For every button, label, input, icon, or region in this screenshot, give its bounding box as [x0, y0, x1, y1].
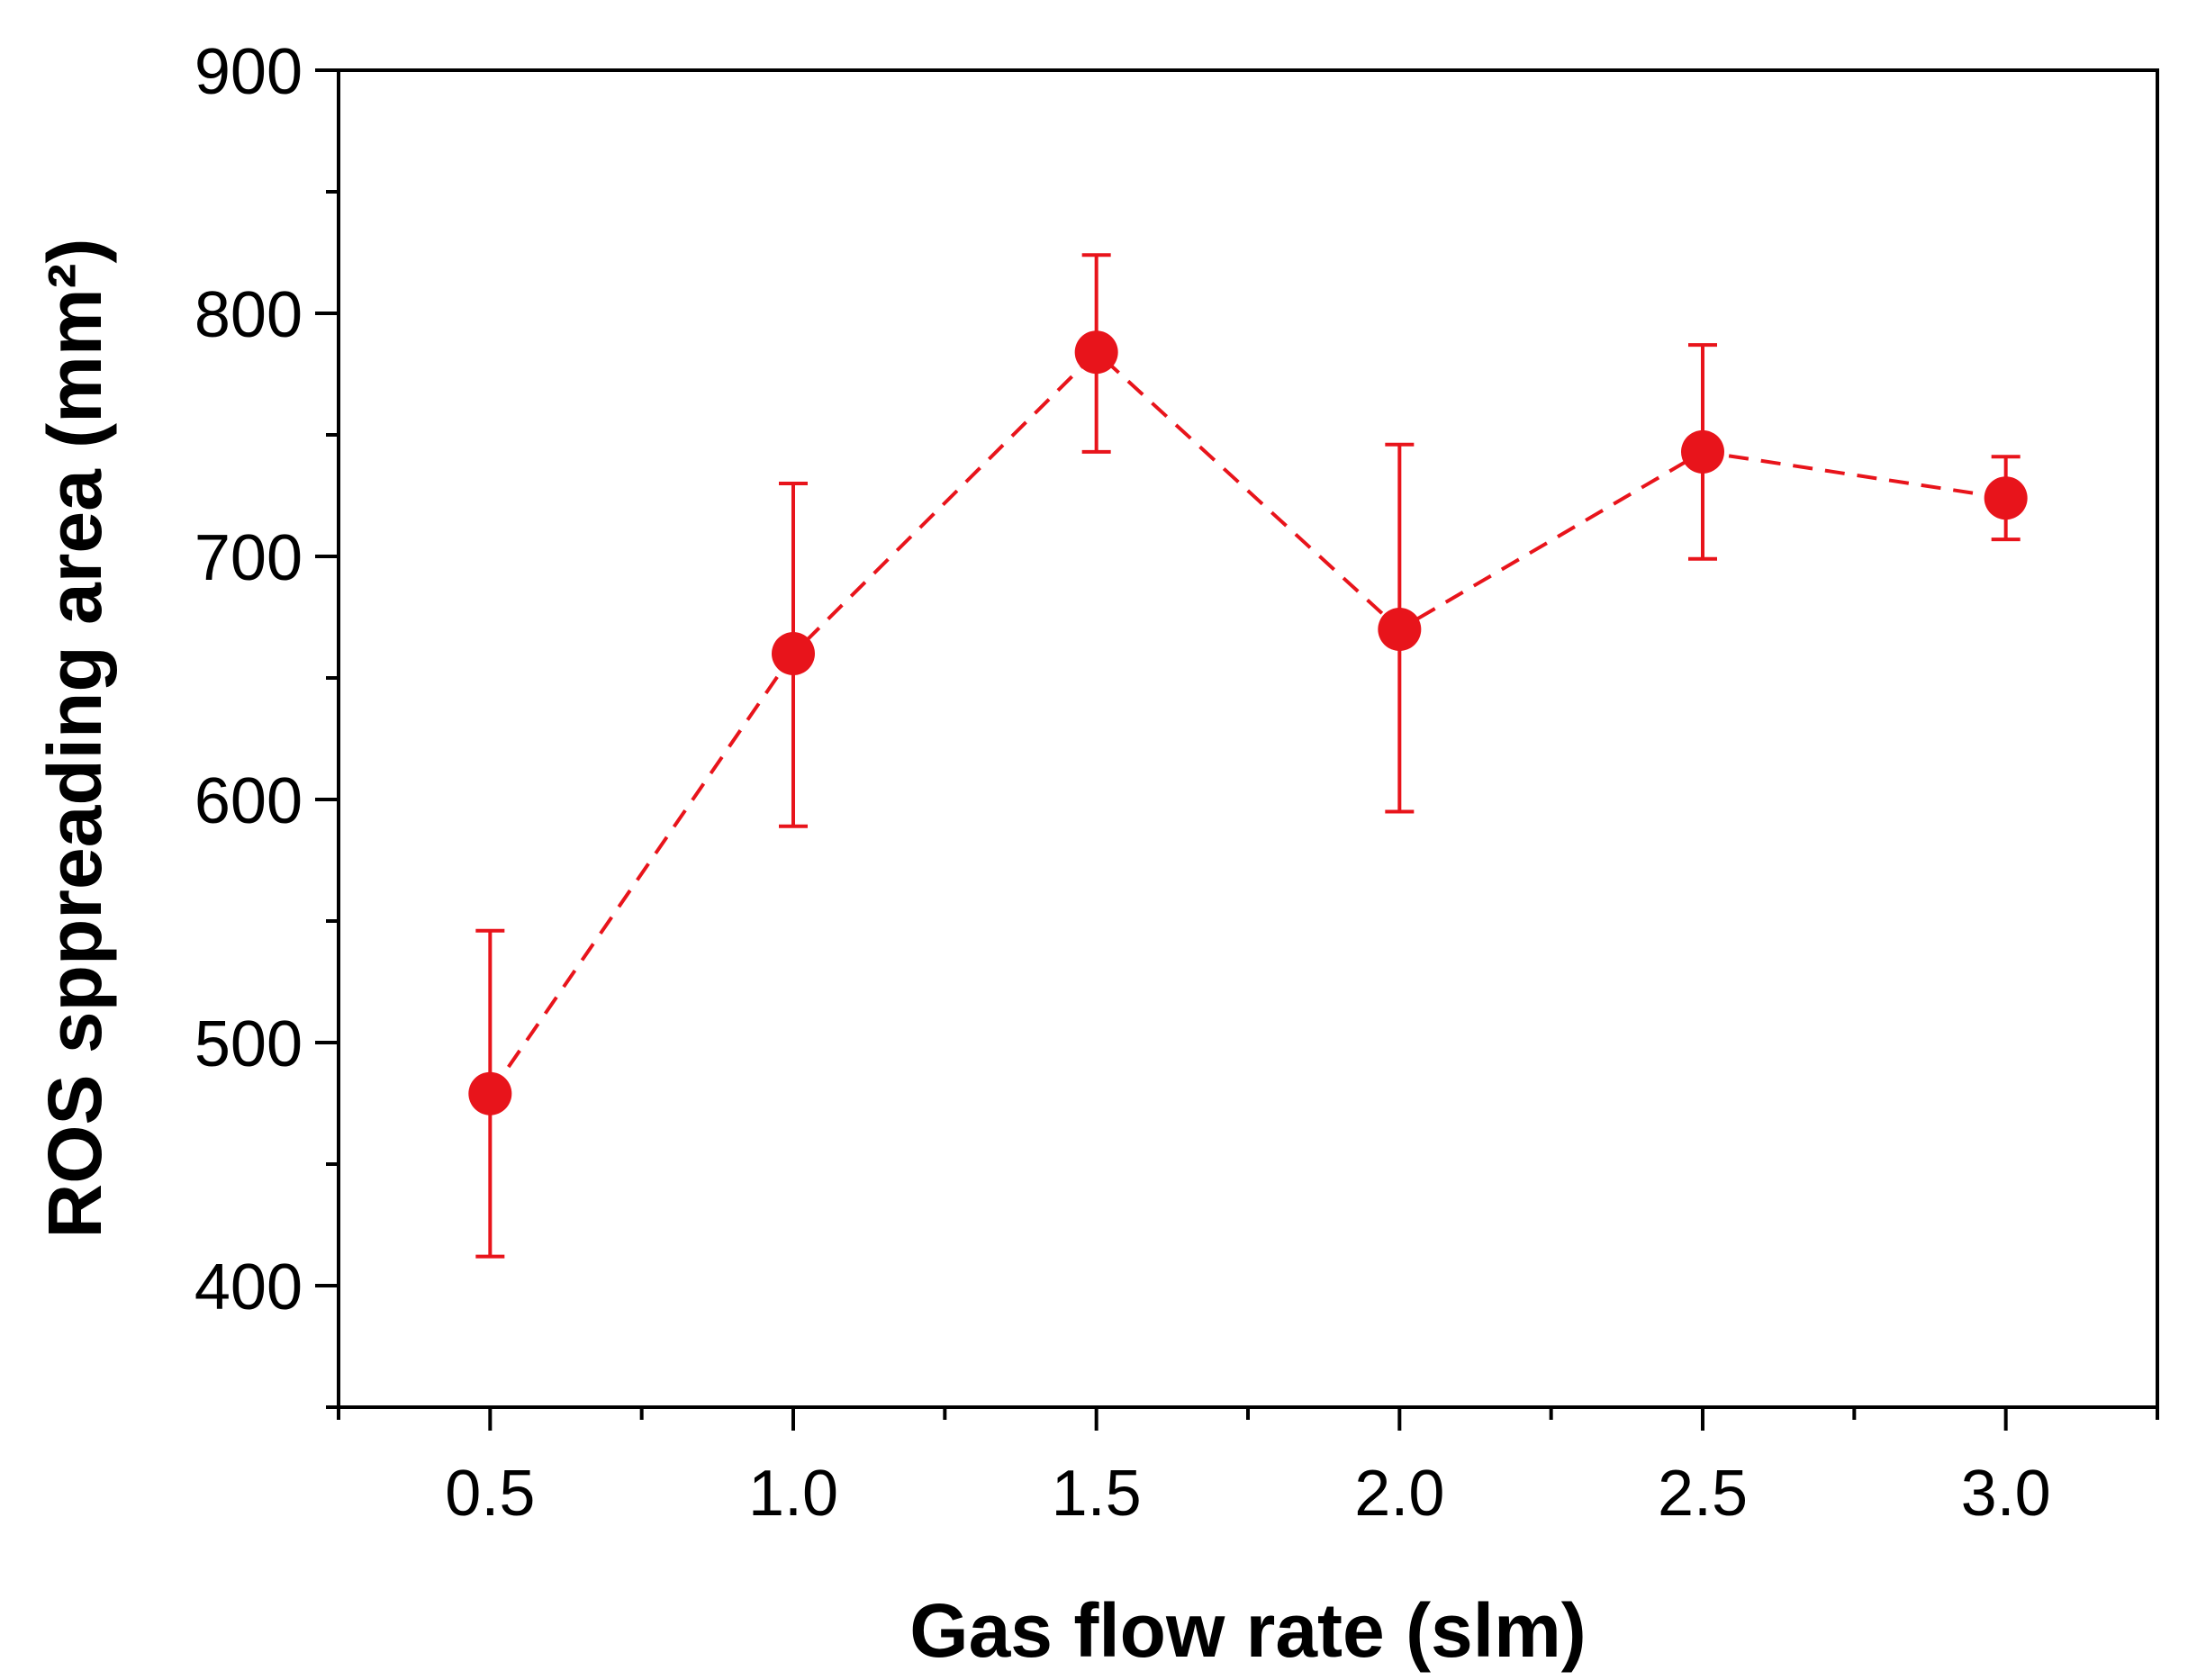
y-tick-label: 700	[194, 522, 303, 594]
data-point	[772, 632, 815, 675]
x-tick-label: 0.5	[445, 1458, 535, 1530]
data-point	[1378, 608, 1422, 651]
y-tick-label: 400	[194, 1251, 303, 1323]
y-tick-label: 600	[194, 765, 303, 837]
x-tick-label: 2.0	[1354, 1458, 1444, 1530]
y-tick-label: 900	[194, 36, 303, 108]
x-tick-label: 2.5	[1658, 1458, 1748, 1530]
data-point	[1984, 476, 2028, 520]
data-point	[1681, 429, 1724, 474]
plot-frame	[337, 68, 2159, 1409]
x-tick-label: 1.0	[748, 1458, 838, 1530]
x-tick-label: 3.0	[1961, 1458, 2051, 1530]
y-axis-title: ROS sppreading area (mm²)	[32, 239, 117, 1239]
data-point	[468, 1071, 512, 1115]
x-tick-label: 1.5	[1052, 1458, 1142, 1530]
series-line	[488, 349, 2007, 1095]
y-axis-ticks: 400 500 600 700 800 900	[194, 36, 339, 1409]
x-axis-title: Gas flow rate (slm)	[909, 1588, 1587, 1673]
data-series	[468, 253, 2028, 1259]
y-tick-label: 500	[194, 1008, 303, 1080]
data-point	[1074, 330, 1118, 375]
y-tick-label: 800	[194, 279, 303, 351]
x-axis-ticks: 0.5 1.0 1.5 2.0 2.5 3.0	[337, 1407, 2159, 1530]
